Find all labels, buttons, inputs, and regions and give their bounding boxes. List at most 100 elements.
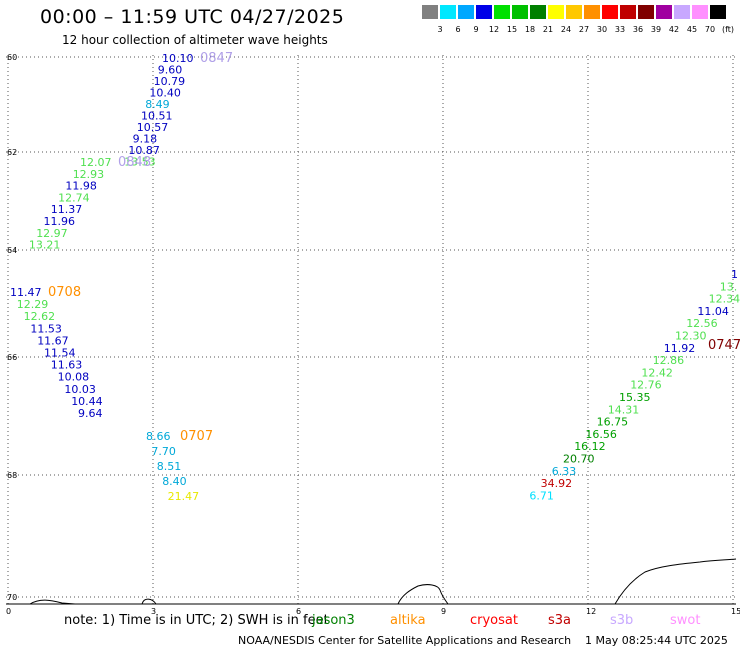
wave-height-value: 6.33: [552, 465, 577, 478]
satellite-name: altika: [390, 613, 426, 628]
legend-label: 27: [578, 25, 590, 34]
wave-height-value: 12.29: [17, 298, 49, 311]
satellite-name: jason3: [312, 613, 355, 628]
legend-swatch: [458, 5, 474, 19]
legend-label: 6: [455, 25, 461, 34]
y-tick-label: 62: [7, 148, 17, 157]
wave-height-value: 12.86: [653, 354, 685, 367]
wave-height-value: 13.: [720, 280, 738, 293]
wave-height-value: 12.93: [73, 168, 105, 181]
wave-height-value: 11.04: [697, 305, 729, 318]
wave-height-value: 11.63: [51, 359, 83, 372]
legend-label: 70: [704, 25, 716, 34]
legend-swatch: [494, 5, 510, 19]
wave-height-value: 12.30: [675, 330, 707, 343]
legend-swatch: [476, 5, 492, 19]
satellite-name: swot: [670, 613, 701, 628]
wave-height-value: 10.51: [141, 110, 173, 123]
x-tick-label: 6: [296, 607, 301, 616]
wave-height-value: 12.62: [24, 310, 55, 323]
wave-height-value: 20.70: [563, 453, 595, 466]
pass-time-label: 0747: [708, 338, 740, 353]
x-tick-label: 0: [6, 607, 11, 616]
wave-height-value: 1: [731, 268, 738, 281]
axis-ticks: 60 62 64 66 68 70 0 3 6 9 12 15: [6, 53, 740, 616]
wave-height-value: 7.70: [151, 445, 176, 458]
legend-label: 42: [668, 25, 680, 34]
legend-label: 18: [524, 25, 536, 34]
wave-height-value: 15.35: [619, 391, 651, 404]
legend-swatch: [638, 5, 654, 19]
wave-height-value: 13.53: [124, 156, 156, 169]
wave-height-value: 11.92: [664, 342, 696, 355]
wave-height-value: 11.98: [65, 180, 97, 193]
wave-height-value: 10.40: [149, 87, 181, 100]
wave-height-value: 11.53: [30, 322, 62, 335]
legend-swatch: [692, 5, 708, 19]
legend-swatch: [440, 5, 456, 19]
legend-label: 33: [614, 25, 626, 34]
legend-swatch: [530, 5, 546, 19]
pass-time-label: 0847: [200, 51, 233, 66]
wave-height-value: 10.87: [128, 144, 160, 157]
wave-height-value: 11.47: [10, 286, 42, 299]
y-tick-label: 70: [7, 593, 17, 602]
wave-height-labels: 10.109.6010.7910.408.4910.5110.579.1810.…: [10, 51, 740, 503]
legend-label: 36: [632, 25, 644, 34]
legend-swatch: [602, 5, 618, 19]
wave-height-value: 10.08: [58, 371, 90, 384]
legend-label: 9: [473, 25, 479, 34]
wave-height-value: 11.37: [51, 203, 83, 216]
wave-height-value: 8.49: [145, 98, 170, 111]
x-tick-label: 15: [731, 607, 740, 616]
map-subtitle: 12 hour collection of altimeter wave hei…: [62, 33, 328, 47]
legend-label: 30: [596, 25, 608, 34]
wave-height-value: 34.92: [541, 477, 573, 490]
footer-timestamp: 1 May 08:25:44 UTC 2025: [585, 634, 728, 647]
wave-height-value: 10.10: [162, 52, 194, 65]
wave-height-value: 9.60: [158, 64, 183, 77]
legend-label: 39: [650, 25, 662, 34]
y-tick-label: 68: [7, 471, 17, 480]
wave-height-value: 21.47: [168, 490, 200, 503]
x-tick-label: 3: [151, 607, 156, 616]
pass-time-label: 0848: [118, 155, 151, 170]
wave-height-value: 10.57: [137, 121, 169, 134]
map-title: 00:00 – 11:59 UTC 04/27/2025: [40, 6, 345, 28]
wave-height-value: 12.97: [36, 227, 67, 240]
wave-height-value: 12.42: [641, 366, 673, 379]
legend-swatch: [620, 5, 636, 19]
wave-height-value: 12.34: [709, 293, 740, 306]
legend-unit: (ft): [721, 25, 735, 34]
note-text: note: 1) Time is in UTC; 2) SWH is in fe…: [64, 613, 329, 628]
wave-height-value: 16.12: [574, 440, 606, 453]
map-grid: [6, 55, 736, 605]
wave-height-value: 10.03: [64, 383, 96, 396]
pass-time-label: 0708: [48, 285, 81, 300]
wave-height-value: 10.79: [154, 75, 186, 88]
legend-swatch: [422, 5, 438, 19]
wave-height-value: 12.76: [630, 379, 662, 392]
wave-height-value: 11.96: [44, 215, 76, 228]
pass-time-label: 0707: [180, 429, 213, 444]
wave-height-value: 16.75: [597, 416, 629, 429]
legend-swatch: [512, 5, 528, 19]
x-tick-label: 12: [586, 607, 596, 616]
wave-height-value: 12.74: [58, 191, 90, 204]
legend-swatch: [656, 5, 672, 19]
wave-height-value: 12.07: [80, 156, 112, 169]
satellite-name: cryosat: [470, 613, 518, 628]
legend-swatch: [710, 5, 726, 19]
legend-label: 3: [437, 25, 443, 34]
wave-height-value: 10.44: [71, 395, 103, 408]
satellite-name: s3a: [548, 613, 572, 628]
footer-credit: NOAA/NESDIS Center for Satellite Applica…: [238, 634, 572, 647]
legend-label: 24: [560, 25, 572, 34]
wave-height-value: 16.56: [585, 428, 617, 441]
legend-swatch: [566, 5, 582, 19]
wave-height-value: 6.71: [529, 489, 554, 502]
legend-swatch: [674, 5, 690, 19]
wave-height-value: 14.31: [608, 403, 640, 416]
legend-swatch: [548, 5, 564, 19]
